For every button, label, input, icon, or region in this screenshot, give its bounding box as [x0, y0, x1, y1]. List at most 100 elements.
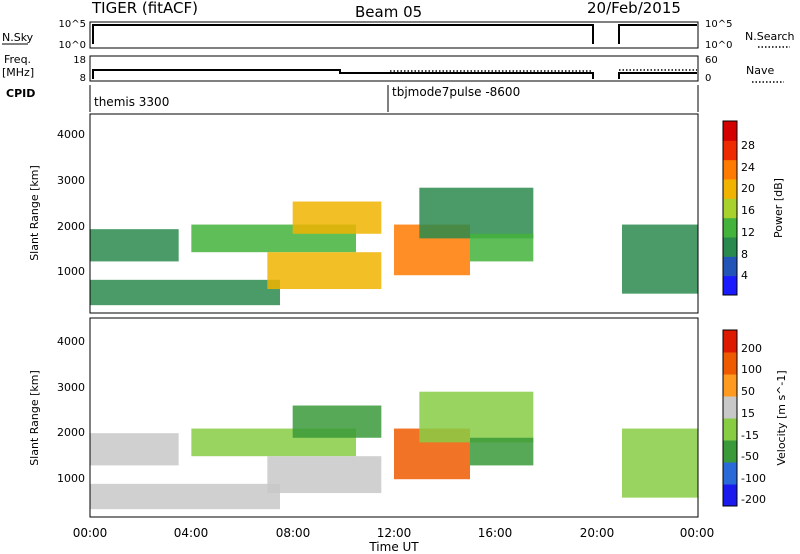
xtick-2000: 20:00 — [580, 526, 615, 540]
velocity-colorbar-label: Velocity [m s^-1] — [775, 370, 788, 465]
sky-panel-frame — [89, 21, 699, 49]
power-colorbar: 28 24 20 16 12 8 4 Power [dB] — [722, 120, 785, 296]
velocity-cbar-tick-50: 50 — [741, 385, 755, 398]
power-echo-band-4 — [267, 252, 382, 290]
cpid-segment-1: themis 3300 — [94, 95, 169, 109]
date-title: 20/Feb/2015 — [587, 0, 681, 17]
velocity-panel-frame — [89, 317, 699, 518]
velocity-ylabel: Slant Range [km] — [28, 370, 41, 466]
cpid-label: CPID — [6, 87, 35, 100]
xtick-1600: 16:00 — [478, 526, 513, 540]
freq-trace — [92, 69, 697, 79]
velocity-colorbar: 200 100 50 15 -15 -50 -100 -200 Velocity… — [722, 329, 788, 507]
search-label: N.Search — [745, 30, 795, 43]
power-colorbar-cell-2 — [723, 256, 737, 277]
freq-panel: Freq. [MHz] 18 8 60 0 Nave — [2, 53, 784, 84]
power-echo-band-1 — [90, 279, 280, 306]
power-colorbar-cell-1 — [723, 275, 737, 296]
velocity-colorbar-cell-7 — [723, 352, 737, 375]
velocity-echo-band-7 — [419, 391, 534, 443]
velocity-colorbar-frame — [722, 329, 738, 507]
velocity-panel: 4000 3000 2000 1000 Slant Range [km] 00:… — [28, 317, 715, 554]
velocity-colorbar-cell-2 — [723, 462, 737, 485]
sky-panel: N.Sky 10^5 10^0 10^5 10^0 N.Search — [2, 19, 795, 51]
velocity-echo-band-4 — [267, 456, 382, 494]
sky-tick-top: 10^5 — [59, 19, 86, 30]
velocity-echo-band-2 — [90, 433, 179, 466]
velocity-echo-band-5 — [292, 405, 382, 438]
xtick-1200: 12:00 — [377, 526, 412, 540]
velocity-cbar-tick-m100: -100 — [741, 472, 766, 485]
power-colorbar-cell-7 — [723, 159, 737, 180]
power-echo-band-8 — [470, 233, 534, 262]
xtick-0000: 00:00 — [73, 526, 108, 540]
velocity-echo-band-8 — [470, 437, 534, 466]
velocity-colorbar-cell-4 — [723, 418, 737, 441]
freq-unit-label: [MHz] — [2, 66, 34, 79]
freq-tick-bottom: 8 — [80, 73, 86, 84]
velocity-cbar-tick-15: 15 — [741, 407, 755, 420]
power-colorbar-label: Power [dB] — [772, 178, 785, 238]
velocity-echo-layer — [90, 391, 698, 510]
power-cbar-tick-8: 8 — [741, 248, 748, 261]
freq-label: Freq. — [4, 53, 31, 66]
xtick-0400: 04:00 — [174, 526, 209, 540]
power-colorbar-cell-6 — [723, 179, 737, 199]
velocity-colorbar-cell-3 — [723, 440, 737, 463]
velocity-ytick-3000: 3000 — [57, 381, 85, 394]
power-cbar-tick-12: 12 — [741, 226, 755, 239]
velocity-cbar-tick-m50: -50 — [741, 450, 759, 463]
search-tick-top: 10^5 — [705, 19, 732, 30]
power-ylabel: Slant Range [km] — [28, 165, 41, 261]
power-colorbar-frame — [722, 120, 738, 296]
power-cbar-tick-28: 28 — [741, 139, 755, 152]
velocity-cbar-tick-m15: -15 — [741, 429, 759, 442]
sky-tick-bottom: 10^0 — [59, 40, 86, 51]
power-echo-band-2 — [90, 229, 179, 262]
power-cbar-tick-16: 16 — [741, 204, 755, 217]
power-ytick-2000: 2000 — [57, 220, 85, 233]
nave-label: Nave — [746, 64, 774, 77]
power-colorbar-cell-4 — [723, 217, 737, 238]
velocity-echo-band-9 — [622, 428, 698, 498]
sky-count-trace — [92, 24, 697, 44]
power-ytick-4000: 4000 — [57, 128, 85, 141]
velocity-colorbar-cell-1 — [723, 484, 737, 507]
search-tick-bottom: 10^0 — [705, 40, 732, 51]
power-panel-frame — [89, 113, 699, 314]
power-colorbar-cells — [723, 121, 737, 296]
nave-trace — [390, 69, 697, 72]
power-cbar-tick-20: 20 — [741, 182, 755, 195]
cpid-panel: CPID themis 3300 tbjmode7pulse -8600 — [6, 85, 699, 112]
velocity-colorbar-cell-8 — [723, 330, 737, 353]
velocity-echo-band-1 — [90, 483, 280, 510]
xtick-2400: 00:00 — [680, 526, 715, 540]
power-echo-band-7 — [419, 187, 534, 239]
velocity-colorbar-cell-6 — [723, 374, 737, 397]
velocity-colorbar-cell-5 — [723, 396, 737, 419]
power-colorbar-cell-8 — [723, 140, 737, 161]
power-colorbar-cell-9 — [723, 121, 737, 141]
cpid-segment-2: tbjmode7pulse -8600 — [392, 85, 520, 99]
power-panel: 4000 3000 2000 1000 Slant Range [km] — [28, 113, 699, 314]
power-colorbar-cell-5 — [723, 198, 737, 219]
radar-title: TIGER (fitACF) — [91, 0, 198, 17]
velocity-colorbar-cells — [723, 330, 737, 507]
power-echo-band-5 — [292, 201, 382, 234]
power-colorbar-cell-3 — [723, 237, 737, 257]
freq-panel-frame — [89, 55, 699, 82]
beam-title: Beam 05 — [355, 3, 422, 21]
velocity-cbar-tick-100: 100 — [741, 363, 762, 376]
power-cbar-tick-24: 24 — [741, 161, 755, 174]
power-echo-layer — [90, 187, 698, 306]
velocity-ytick-1000: 1000 — [57, 472, 85, 485]
power-ytick-3000: 3000 — [57, 174, 85, 187]
velocity-ytick-4000: 4000 — [57, 335, 85, 348]
power-ytick-1000: 1000 — [57, 265, 85, 278]
sky-label: N.Sky — [2, 31, 34, 44]
power-echo-band-9 — [622, 224, 698, 294]
power-cbar-tick-4: 4 — [741, 269, 748, 282]
velocity-ytick-2000: 2000 — [57, 426, 85, 439]
velocity-xlabel: Time UT — [368, 540, 419, 554]
